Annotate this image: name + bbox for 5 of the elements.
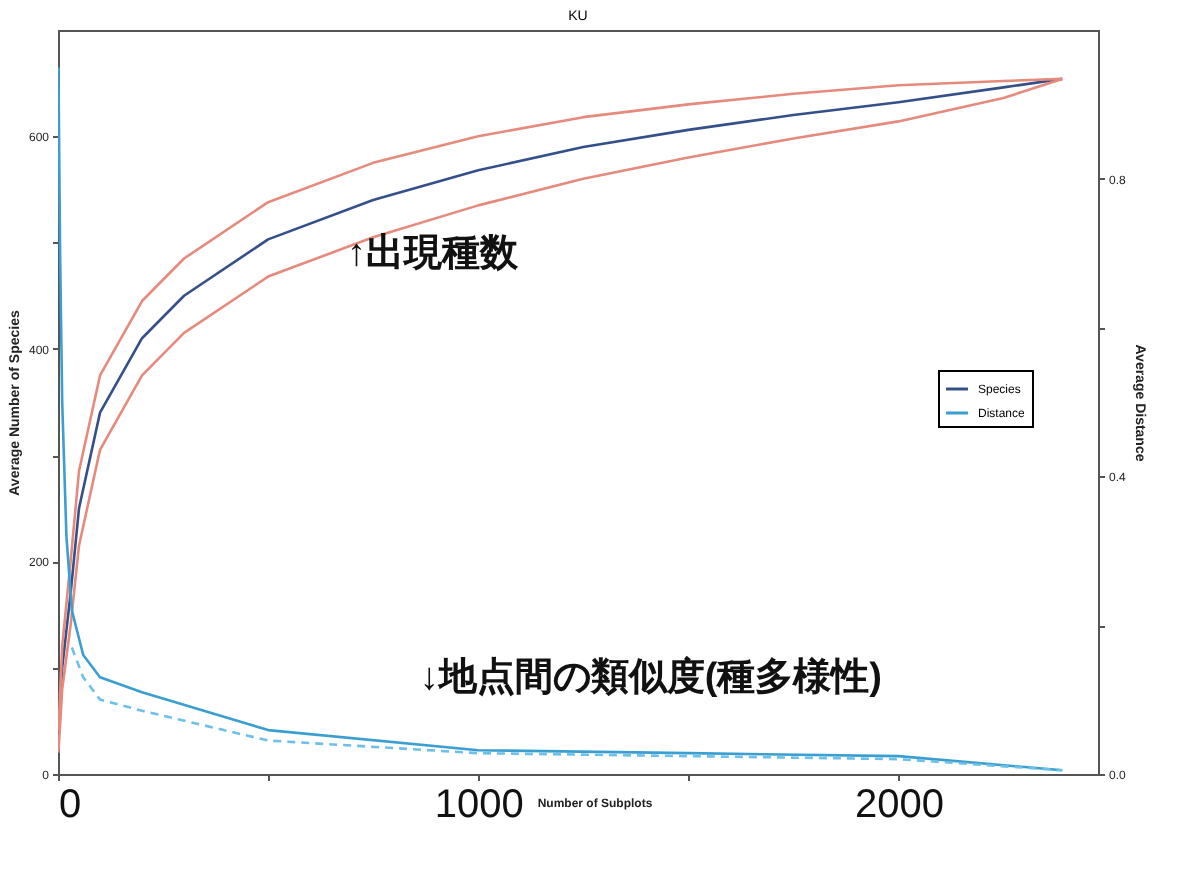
annotation: ↑出現種数 — [346, 231, 520, 276]
x-tick-label: 2000 — [854, 783, 944, 827]
x-tick-label: 1000 — [434, 783, 524, 827]
annotation: ↓地点間の類似度(種多様性) — [419, 655, 882, 700]
x-tick-label: 0 — [59, 783, 82, 827]
